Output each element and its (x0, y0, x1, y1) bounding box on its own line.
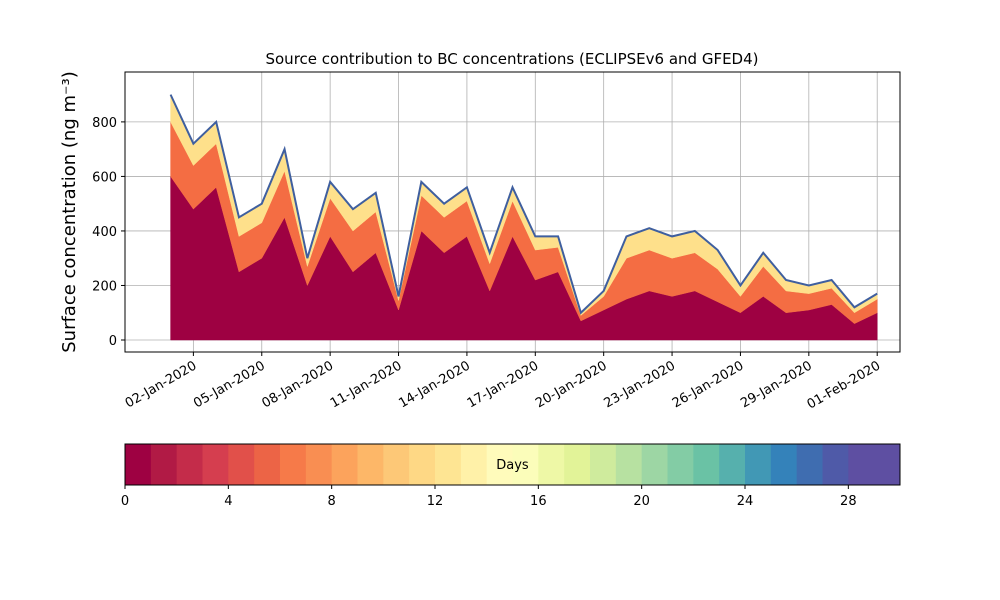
colorbar-cell (874, 444, 901, 485)
colorbar-cell (538, 444, 565, 485)
colorbar-cell (770, 444, 798, 485)
colorbar-tick-label: 24 (737, 494, 754, 509)
colorbar-cell (590, 444, 617, 485)
colorbar-cell (435, 444, 462, 485)
colorbar-cell (305, 444, 333, 485)
top-outline (169, 94, 878, 315)
colorbar-frame (124, 443, 901, 486)
colorbar-cell (822, 444, 849, 485)
colorbar-cell (564, 444, 591, 485)
colorbar-cell (383, 444, 410, 485)
colorbar-label: Days (496, 458, 529, 473)
colorbar-cell (641, 444, 668, 485)
colorbar-cell (254, 444, 281, 485)
colorbar-cell (512, 444, 539, 485)
colorbar-cell (125, 444, 152, 485)
x-tick-label: 08-Jan-2020 (260, 358, 337, 411)
x-tick-label: 26-Jan-2020 (670, 358, 747, 411)
colorbar-tick-label: 16 (530, 494, 547, 509)
colorbar-tick-label: 0 (121, 494, 129, 509)
x-tick-label: 17-Jan-2020 (465, 358, 542, 411)
plot-frame (124, 71, 901, 353)
colorbar-cell (280, 444, 307, 485)
x-tick-label: 23-Jan-2020 (601, 358, 678, 411)
y-tick-label: 200 (92, 279, 117, 294)
colorbar-cell (693, 444, 720, 485)
colorbar-cell (719, 444, 746, 485)
x-tick-label: 11-Jan-2020 (328, 358, 405, 411)
colorbar-cell (357, 444, 384, 485)
colorbar-cell (409, 444, 436, 485)
x-tick-label: 02-Jan-2020 (123, 358, 200, 411)
y-tick-label: 800 (92, 116, 117, 131)
colorbar-cell (796, 444, 823, 485)
colorbar-tick-label: 20 (633, 494, 650, 509)
x-tick-label: 29-Jan-2020 (738, 358, 815, 411)
colorbar-tick-label: 8 (328, 494, 336, 509)
x-tick-label: 20-Jan-2020 (533, 358, 610, 411)
colorbar-tick-label: 4 (224, 494, 232, 509)
colorbar-tick-label: 12 (427, 494, 444, 509)
colorbar-tick-label: 28 (840, 494, 857, 509)
y-tick-label: 0 (109, 334, 117, 349)
colorbar-cell (615, 444, 643, 485)
colorbar-cell (745, 444, 772, 485)
y-tick-label: 600 (92, 170, 117, 185)
colorbar-cell (460, 444, 488, 485)
chart-title: Source contribution to BC concentrations… (265, 50, 758, 68)
x-tick-label: 01-Feb-2020 (805, 358, 884, 412)
x-tick-label: 14-Jan-2020 (396, 358, 473, 411)
colorbar-cell (150, 444, 178, 485)
y-tick-label: 400 (92, 225, 117, 240)
colorbar-cell (228, 444, 255, 485)
x-tick-label: 05-Jan-2020 (191, 358, 268, 411)
colorbar-cell (331, 444, 358, 485)
y-axis-label: Surface concentration (ng m⁻³) (59, 71, 80, 353)
colorbar-cell (667, 444, 694, 485)
colorbar-cell (848, 444, 875, 485)
colorbar-cell (176, 444, 203, 485)
colorbar-cell (202, 444, 229, 485)
colorbar-cell (486, 444, 513, 485)
